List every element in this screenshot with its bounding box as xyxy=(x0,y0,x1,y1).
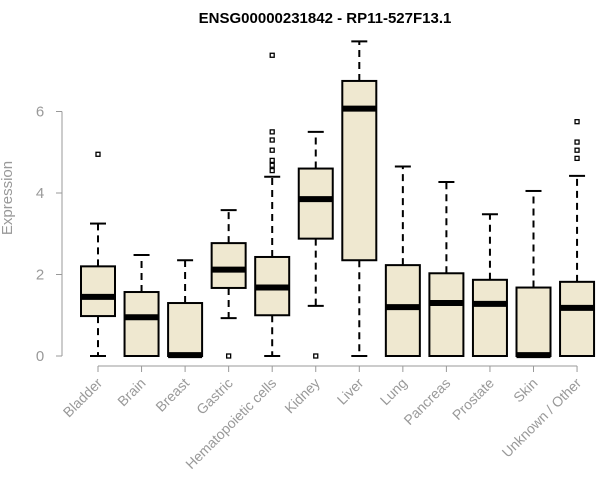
box-gastric xyxy=(210,209,247,359)
iqr-box xyxy=(167,302,204,357)
x-tick-label: Brain xyxy=(114,375,148,409)
iqr-box xyxy=(210,242,247,289)
iqr-box xyxy=(559,280,596,357)
outlier-point xyxy=(95,151,101,157)
box-liver xyxy=(341,40,378,357)
iqr-box xyxy=(428,272,465,357)
x-tick-label: Gastric xyxy=(193,375,236,418)
box-plots xyxy=(80,40,596,359)
y-tick-label: 6 xyxy=(36,104,44,121)
box-hematopoietic-cells xyxy=(254,52,291,357)
chart-title: ENSG00000231842 - RP11-527F13.1 xyxy=(199,10,452,27)
box-lung xyxy=(384,165,421,357)
outlier-point xyxy=(574,155,580,162)
iqr-box xyxy=(384,264,421,357)
outlier-point xyxy=(269,137,275,143)
y-axis-label: Expression xyxy=(0,161,16,235)
x-tick-label: Kidney xyxy=(281,375,323,417)
outlier-point xyxy=(269,147,275,153)
y-tick-label: 2 xyxy=(36,267,44,284)
box-prostate xyxy=(471,213,508,357)
y-tick-label: 4 xyxy=(36,185,44,202)
x-tick-label: Pancreas xyxy=(400,375,453,428)
iqr-box xyxy=(80,265,116,318)
outlier-point xyxy=(574,147,580,153)
x-tick-label: Liver xyxy=(334,375,367,408)
box-kidney xyxy=(297,130,334,359)
iqr-box xyxy=(297,167,334,240)
outlier-point xyxy=(269,52,275,58)
outlier-point xyxy=(269,167,275,174)
x-tick-label: Prostate xyxy=(449,375,497,423)
y-axis: 0 2 4 6 xyxy=(36,104,63,365)
x-tick-label: Breast xyxy=(152,375,192,415)
box-breast xyxy=(167,259,204,359)
outlier-point xyxy=(225,353,232,359)
box-skin xyxy=(515,189,552,359)
iqr-box xyxy=(471,278,508,357)
y-tick-label: 0 xyxy=(36,348,44,365)
x-tick-label: Unknown / Other xyxy=(499,375,585,461)
iqr-box xyxy=(515,286,552,358)
box-unknown-other xyxy=(559,119,596,357)
outlier-point xyxy=(574,119,580,125)
x-tick-label: Lung xyxy=(377,375,410,408)
x-tick-label: Skin xyxy=(510,375,541,406)
iqr-box xyxy=(123,291,160,357)
outlier-point xyxy=(313,353,319,359)
outlier-point xyxy=(574,139,580,145)
box-brain xyxy=(123,253,160,357)
box-bladder xyxy=(80,151,116,357)
outlier-point xyxy=(269,157,275,164)
outlier-point xyxy=(269,162,275,168)
box-pancreas xyxy=(428,180,465,357)
x-tick-label: Bladder xyxy=(60,375,106,421)
outlier-point xyxy=(269,129,275,135)
